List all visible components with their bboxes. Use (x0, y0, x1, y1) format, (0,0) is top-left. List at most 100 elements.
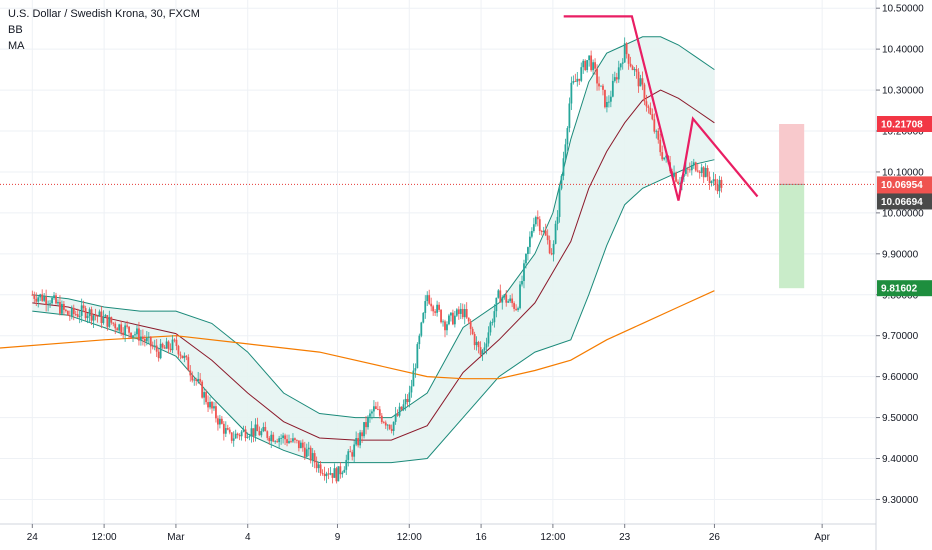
candle-body (469, 321, 472, 329)
candle-body (361, 432, 363, 437)
candle-body (234, 433, 237, 439)
candle-body (230, 432, 233, 441)
candle-body (380, 415, 383, 423)
candle-body (708, 176, 711, 184)
candle-body (525, 253, 527, 264)
candle-body (483, 347, 486, 351)
candle-body (396, 413, 399, 416)
bb-indicator-label[interactable]: BB (8, 24, 23, 36)
last-price-badge-bg (877, 176, 932, 193)
candle-body (463, 309, 466, 318)
trade-zones[interactable] (779, 124, 805, 289)
candle-body (451, 312, 454, 325)
candle-body (84, 308, 87, 319)
candle-body (517, 308, 519, 310)
candle-body (635, 69, 638, 72)
y-tick-label: 9.30000 (882, 495, 919, 506)
candle-body (41, 294, 44, 301)
candle-body (649, 107, 652, 115)
ma-indicator-label[interactable]: MA (8, 40, 25, 52)
candle-body (685, 168, 687, 174)
candle-body (232, 438, 235, 441)
candle-body (207, 402, 209, 408)
y-tick-label: 9.90000 (882, 249, 919, 260)
candle-body (272, 434, 275, 442)
candle-body (611, 80, 614, 97)
candle-body (519, 284, 521, 309)
x-tick-label: 24 (27, 532, 39, 543)
candle-body (226, 428, 229, 430)
candle-body (37, 297, 40, 302)
y-tick-label: 10.00000 (882, 208, 924, 219)
y-tick-label: 10.10000 (882, 167, 924, 178)
candle-body (345, 459, 348, 470)
candle-body (696, 170, 699, 172)
candle-body (675, 172, 677, 182)
time-axis[interactable]: 24 12:00 Mar 4 9 12:00 16 12:00 23 26 Apr (27, 524, 831, 543)
candle-body (544, 230, 547, 236)
candle-body (495, 297, 498, 312)
chart-legend: U.S. Dollar / Swedish Krona, 30, FXCM BB… (8, 6, 200, 54)
candle-body (102, 316, 105, 324)
candle-body (94, 315, 97, 317)
candle-body (400, 406, 403, 410)
candle-body (363, 422, 365, 437)
candle-body (690, 165, 693, 171)
candle-body (185, 355, 188, 358)
candle-body (203, 392, 206, 398)
candle-body (365, 422, 367, 428)
candle-body (297, 440, 300, 449)
candle-body (621, 62, 624, 64)
candle-body (299, 442, 302, 449)
candle-body (501, 297, 504, 303)
drawn-pattern[interactable] (563, 15, 759, 201)
candle-body (639, 78, 642, 87)
candle-body (376, 408, 379, 410)
candle-body (197, 378, 200, 381)
candle-body (410, 386, 413, 393)
y-tick-label: 9.60000 (882, 372, 919, 383)
candle-body (475, 341, 478, 346)
candle-body (238, 434, 241, 437)
candle-body (266, 431, 269, 438)
candle-body (311, 453, 314, 461)
candle-body (195, 379, 198, 381)
candle-body (436, 304, 439, 313)
candle-body (511, 298, 514, 304)
y-tick-label: 9.40000 (882, 454, 919, 465)
price-series (31, 37, 723, 484)
candle-body (149, 336, 152, 347)
stop-price-badge-bg (877, 116, 932, 133)
candle-body (138, 328, 140, 341)
candle-body (489, 322, 492, 333)
candle-body (136, 328, 138, 335)
candle-body (716, 184, 719, 192)
candle-body (457, 309, 460, 314)
candle-body (331, 473, 334, 478)
candle-body (491, 322, 494, 323)
candle-body (250, 428, 253, 437)
candle-body (655, 130, 658, 132)
candle-body (33, 294, 36, 299)
candle-body (570, 82, 573, 104)
candle-body (604, 89, 606, 108)
candle-body (606, 101, 608, 108)
candle-body (57, 301, 59, 304)
candle-body (663, 157, 666, 160)
candle-body (633, 69, 636, 71)
y-tick-label: 9.70000 (882, 331, 919, 342)
candle-body (276, 441, 279, 443)
candle-body (292, 438, 294, 442)
candle-body (321, 473, 324, 474)
candle-body (260, 431, 263, 436)
x-tick-label: 12:00 (540, 532, 565, 543)
candle-body (258, 431, 261, 436)
symbol-title[interactable]: U.S. Dollar / Swedish Krona, 30, FXCM (8, 8, 200, 20)
candle-body (378, 409, 381, 416)
candle-body (414, 368, 417, 371)
candle-body (325, 473, 328, 477)
candle-body (594, 62, 596, 69)
candle-body (124, 325, 127, 336)
bid-price-badge-label: 10.06694 (881, 197, 923, 208)
